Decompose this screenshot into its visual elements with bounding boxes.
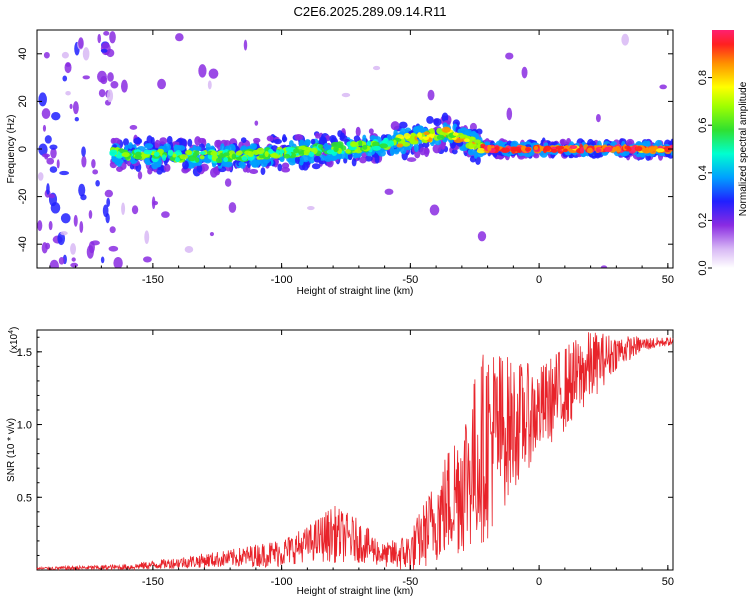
x-tick-label: 50 bbox=[662, 274, 674, 286]
colorbar-tick-label: 0.8 bbox=[697, 70, 709, 85]
x-tick-label: -150 bbox=[142, 274, 164, 286]
spectrogram-blobs bbox=[37, 31, 673, 268]
spectrogram-ylabel: Frequency (Hz) bbox=[6, 115, 17, 184]
colorbar-ticks: 0.0 0.2 0.4 0.6 0.8 bbox=[697, 70, 712, 276]
x-tick-label: -100 bbox=[271, 576, 293, 588]
y-tick-label: 0.5 bbox=[17, 492, 32, 504]
x-tick-label: -100 bbox=[271, 274, 293, 286]
x-tick-label: -50 bbox=[402, 576, 418, 588]
spectrogram-xlabel: Height of straight line (km) bbox=[297, 286, 414, 297]
snr-ylabel: SNR (10 * v/v) bbox=[6, 418, 17, 482]
colorbar-tick-label: 0.0 bbox=[697, 260, 709, 275]
snr-yscale-note: (x104) bbox=[8, 327, 20, 354]
colorbar: 0.0 0.2 0.4 0.6 0.8 Normalized spectral ampl… bbox=[697, 30, 749, 276]
figure-title: C2E6.2025.289.09.14.R11 bbox=[294, 4, 447, 19]
snr-series-line bbox=[36, 332, 674, 571]
y-tick-label: 1.5 bbox=[17, 347, 32, 359]
y-tick-label: 0 bbox=[17, 146, 29, 152]
y-tick-label: 1.0 bbox=[17, 420, 32, 432]
colorbar-tick-label: 0.6 bbox=[697, 118, 709, 133]
x-tick-label: 0 bbox=[536, 274, 542, 286]
spectrogram-panel: -150 -100 -50 0 50 -40 -20 0 20 40 Height of stra… bbox=[6, 29, 674, 297]
snr-xlabel: Height of straight line (km) bbox=[297, 586, 414, 597]
colorbar-label: Normalized spectral amplitude bbox=[738, 81, 749, 216]
colorbar-gradient bbox=[712, 30, 734, 268]
snr-axes: -150 -100 -50 0 50 0.5 1.0 1.5 bbox=[17, 330, 674, 588]
x-tick-label: 50 bbox=[662, 576, 674, 588]
x-tick-label: -150 bbox=[142, 576, 164, 588]
x-tick-label: -50 bbox=[402, 274, 418, 286]
y-tick-label: -20 bbox=[17, 189, 29, 205]
spectrogram-axes: -150 -100 -50 0 50 -40 -20 0 20 40 bbox=[17, 30, 674, 286]
colorbar-tick-label: 0.4 bbox=[697, 165, 709, 180]
y-tick-label: -40 bbox=[17, 236, 29, 252]
snr-frame bbox=[36, 329, 674, 571]
snr-panel: -150 -100 -50 0 50 0.5 1.0 1.5 Height of straig… bbox=[6, 327, 674, 597]
colorbar-tick-label: 0.2 bbox=[697, 213, 709, 228]
y-tick-label: 20 bbox=[17, 95, 29, 107]
y-tick-label: 40 bbox=[17, 48, 29, 60]
x-tick-label: 0 bbox=[536, 576, 542, 588]
